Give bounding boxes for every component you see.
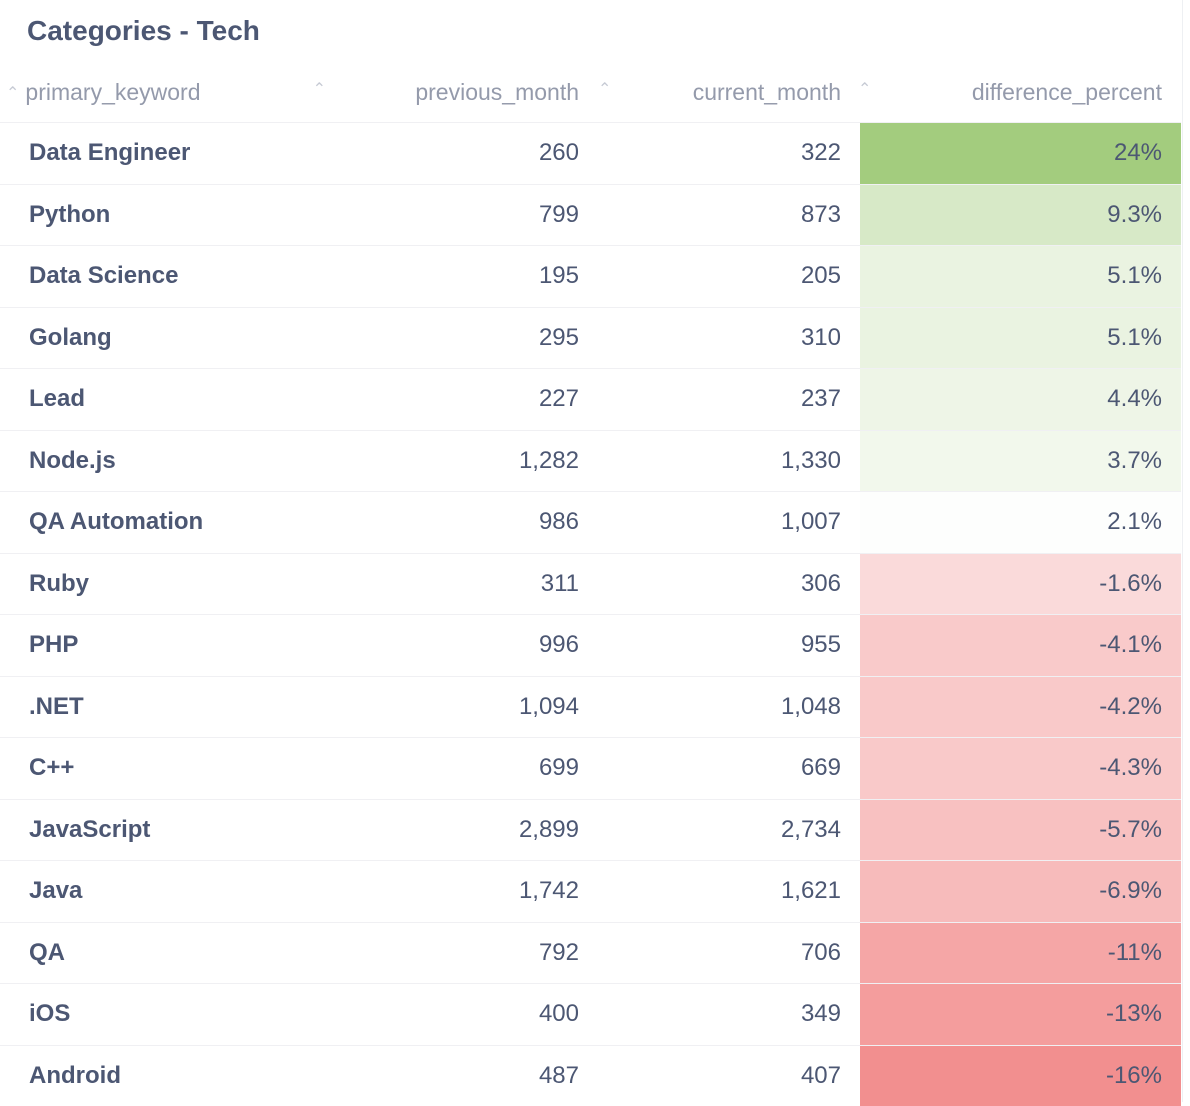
cell-difference-percent[interactable]: -1.6%	[860, 553, 1181, 615]
cell-current-month[interactable]: 669	[598, 738, 860, 800]
cell-current-month[interactable]: 310	[598, 307, 860, 369]
cell-current-month[interactable]: 873	[598, 184, 860, 246]
cell-previous-month[interactable]: 195	[340, 246, 598, 308]
cell-primary-keyword[interactable]: PHP	[0, 615, 340, 677]
cell-difference-percent[interactable]: 2.1%	[860, 492, 1181, 554]
cell-previous-month[interactable]: 792	[340, 922, 598, 984]
cell-current-month[interactable]: 306	[598, 553, 860, 615]
column-header-primary-keyword[interactable]: ⌃primary_keyword⌃	[0, 62, 340, 123]
sort-up-icon[interactable]: ⌃	[6, 83, 19, 103]
cell-previous-month[interactable]: 1,282	[340, 430, 598, 492]
cell-difference-percent[interactable]: 24%	[860, 123, 1181, 185]
cell-difference-percent[interactable]: 5.1%	[860, 307, 1181, 369]
cell-difference-percent[interactable]: 4.4%	[860, 369, 1181, 431]
column-header-difference-percent[interactable]: ⌃difference_percent	[860, 62, 1181, 123]
cell-current-month[interactable]: 237	[598, 369, 860, 431]
cell-current-month[interactable]: 407	[598, 1045, 860, 1106]
cell-difference-percent[interactable]: -4.2%	[860, 676, 1181, 738]
cell-primary-keyword[interactable]: Android	[0, 1045, 340, 1106]
cell-difference-percent[interactable]: -16%	[860, 1045, 1181, 1106]
cell-primary-keyword[interactable]: .NET	[0, 676, 340, 738]
cell-difference-percent[interactable]: 9.3%	[860, 184, 1181, 246]
cell-current-month[interactable]: 1,621	[598, 861, 860, 923]
cell-previous-month[interactable]: 260	[340, 123, 598, 185]
cell-difference-percent[interactable]: 3.7%	[860, 430, 1181, 492]
cell-primary-keyword[interactable]: Data Engineer	[0, 123, 340, 185]
cell-difference-percent[interactable]: -5.7%	[860, 799, 1181, 861]
cell-primary-keyword[interactable]: Ruby	[0, 553, 340, 615]
cell-previous-month[interactable]: 799	[340, 184, 598, 246]
cell-previous-month[interactable]: 2,899	[340, 799, 598, 861]
cell-primary-keyword[interactable]: C++	[0, 738, 340, 800]
cell-current-month[interactable]: 1,007	[598, 492, 860, 554]
cell-current-month[interactable]: 706	[598, 922, 860, 984]
cell-primary-keyword[interactable]: QA Automation	[0, 492, 340, 554]
cell-primary-keyword[interactable]: Golang	[0, 307, 340, 369]
cell-previous-month[interactable]: 1,742	[340, 861, 598, 923]
cell-primary-keyword[interactable]: Python	[0, 184, 340, 246]
cell-primary-keyword[interactable]: Java	[0, 861, 340, 923]
cell-previous-month[interactable]: 311	[340, 553, 598, 615]
header-row: ⌃primary_keyword⌃ previous_month ⌃curren…	[0, 62, 1181, 123]
cell-previous-month[interactable]: 400	[340, 984, 598, 1046]
card-title[interactable]: Categories - Tech	[27, 12, 260, 50]
cell-difference-percent[interactable]: -4.3%	[860, 738, 1181, 800]
column-header-current-month[interactable]: ⌃current_month	[598, 62, 860, 123]
sort-up-icon[interactable]: ⌃	[598, 79, 611, 99]
sort-up-icon[interactable]: ⌃	[858, 79, 871, 99]
sort-up-icon[interactable]: ⌃	[313, 79, 326, 99]
cell-difference-percent[interactable]: -4.1%	[860, 615, 1181, 677]
cell-previous-month[interactable]: 295	[340, 307, 598, 369]
cell-current-month[interactable]: 205	[598, 246, 860, 308]
cell-primary-keyword[interactable]: Data Science	[0, 246, 340, 308]
cell-difference-percent[interactable]: -11%	[860, 922, 1181, 984]
cell-difference-percent[interactable]: -6.9%	[860, 861, 1181, 923]
cell-difference-percent[interactable]: 5.1%	[860, 246, 1181, 308]
cell-primary-keyword[interactable]: Lead	[0, 369, 340, 431]
data-table: ⌃primary_keyword⌃ previous_month ⌃curren…	[0, 62, 1181, 1106]
cell-previous-month[interactable]: 699	[340, 738, 598, 800]
column-header-previous-month[interactable]: previous_month	[340, 62, 598, 123]
cell-previous-month[interactable]: 986	[340, 492, 598, 554]
cell-previous-month[interactable]: 227	[340, 369, 598, 431]
cell-previous-month[interactable]: 1,094	[340, 676, 598, 738]
cell-difference-percent[interactable]: -13%	[860, 984, 1181, 1046]
cell-current-month[interactable]: 955	[598, 615, 860, 677]
cell-primary-keyword[interactable]: Node.js	[0, 430, 340, 492]
cell-primary-keyword[interactable]: iOS	[0, 984, 340, 1046]
cell-current-month[interactable]: 349	[598, 984, 860, 1046]
cell-previous-month[interactable]: 487	[340, 1045, 598, 1106]
cell-current-month[interactable]: 322	[598, 123, 860, 185]
cell-primary-keyword[interactable]: QA	[0, 922, 340, 984]
cell-primary-keyword[interactable]: JavaScript	[0, 799, 340, 861]
cell-previous-month[interactable]: 996	[340, 615, 598, 677]
cell-current-month[interactable]: 1,048	[598, 676, 860, 738]
cell-current-month[interactable]: 1,330	[598, 430, 860, 492]
cell-current-month[interactable]: 2,734	[598, 799, 860, 861]
